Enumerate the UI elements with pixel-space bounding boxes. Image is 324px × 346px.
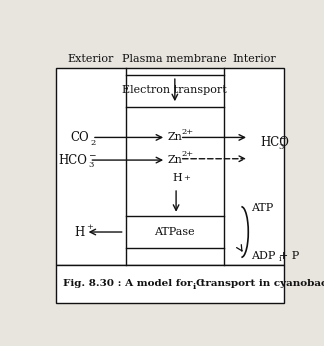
Text: +: +	[183, 174, 190, 182]
Text: 2: 2	[91, 139, 96, 147]
Text: 3: 3	[88, 161, 94, 170]
Bar	[56, 68, 284, 265]
Text: ATP: ATP	[251, 203, 274, 213]
Text: Zn: Zn	[167, 155, 182, 165]
Text: i: i	[192, 283, 196, 291]
Text: H: H	[172, 173, 182, 183]
Text: +: +	[86, 223, 93, 231]
Text: transport in cyanobacteria: transport in cyanobacteria	[197, 280, 324, 289]
Text: 2+: 2+	[181, 128, 193, 136]
Text: ADP + P: ADP + P	[251, 251, 300, 261]
Text: Exterior: Exterior	[67, 54, 114, 64]
Text: 2+: 2+	[181, 150, 193, 158]
Bar	[56, 265, 284, 303]
Text: ATPase: ATPase	[155, 227, 195, 237]
Text: Zn: Zn	[167, 133, 182, 143]
Text: Interior: Interior	[232, 54, 276, 64]
Text: Electron transport: Electron transport	[122, 85, 227, 95]
Text: 3: 3	[278, 143, 284, 151]
Text: HCO: HCO	[58, 154, 87, 166]
Text: Fig. 8.30 : A model for C: Fig. 8.30 : A model for C	[63, 280, 204, 289]
Text: −: −	[278, 134, 286, 143]
Text: H: H	[74, 226, 85, 238]
Text: i: i	[279, 255, 282, 263]
Text: −: −	[88, 150, 96, 159]
Text: CO: CO	[71, 131, 89, 144]
Text: Plasma membrane: Plasma membrane	[122, 54, 227, 64]
Text: HCO: HCO	[260, 136, 289, 149]
